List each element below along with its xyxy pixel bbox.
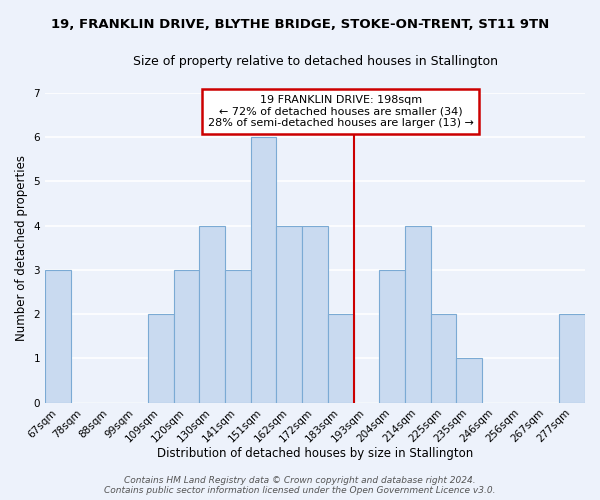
Bar — [328, 314, 353, 402]
Title: Size of property relative to detached houses in Stallington: Size of property relative to detached ho… — [133, 55, 497, 68]
Bar — [45, 270, 71, 402]
Bar — [199, 226, 225, 402]
Bar — [173, 270, 199, 402]
Text: 19, FRANKLIN DRIVE, BLYTHE BRIDGE, STOKE-ON-TRENT, ST11 9TN: 19, FRANKLIN DRIVE, BLYTHE BRIDGE, STOKE… — [51, 18, 549, 30]
Bar — [559, 314, 585, 402]
Text: Contains HM Land Registry data © Crown copyright and database right 2024.
Contai: Contains HM Land Registry data © Crown c… — [104, 476, 496, 495]
Text: 19 FRANKLIN DRIVE: 198sqm
← 72% of detached houses are smaller (34)
28% of semi-: 19 FRANKLIN DRIVE: 198sqm ← 72% of detac… — [208, 95, 473, 128]
Bar — [225, 270, 251, 402]
X-axis label: Distribution of detached houses by size in Stallington: Distribution of detached houses by size … — [157, 447, 473, 460]
Bar — [457, 358, 482, 403]
Bar — [379, 270, 405, 402]
Bar — [277, 226, 302, 402]
Bar — [405, 226, 431, 402]
Bar — [431, 314, 457, 402]
Bar — [302, 226, 328, 402]
Bar — [251, 137, 277, 402]
Y-axis label: Number of detached properties: Number of detached properties — [15, 154, 28, 340]
Bar — [148, 314, 173, 402]
